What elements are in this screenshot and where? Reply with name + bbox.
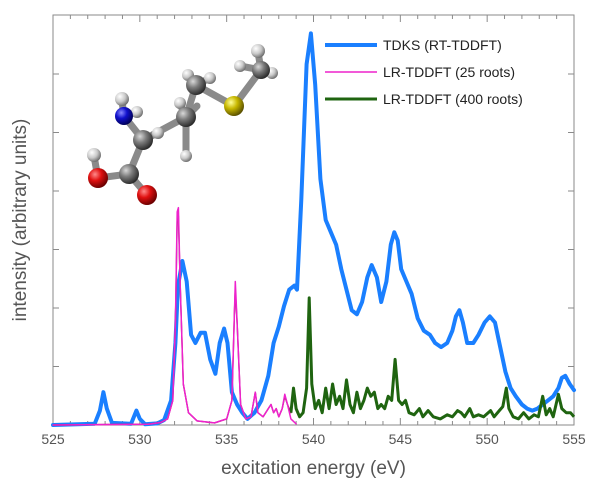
hydrogen-atom	[152, 127, 164, 139]
series-line	[289, 296, 576, 421]
carbon-atom	[252, 61, 270, 79]
x-tick-label: 525	[41, 431, 65, 447]
hydrogen-atom	[251, 44, 265, 58]
plot-frame: 525 530 535 540 545 550 555 excitation energy (…	[10, 14, 586, 479]
hydrogen-atom	[180, 150, 192, 162]
legend-item: TDKS (RT-TDDFT)	[325, 37, 502, 53]
hydrogen-atom	[115, 92, 129, 106]
x-tick-label: 555	[562, 431, 586, 447]
nitrogen-atom	[115, 107, 133, 125]
legend-label: LR-TDDFT (400 roots)	[383, 91, 523, 107]
hydrogen-atom	[87, 148, 101, 162]
legend-label: LR-TDDFT (25 roots)	[383, 64, 515, 80]
carbon-atom	[186, 75, 206, 95]
oxygen-atom	[88, 168, 108, 188]
x-tick-label: 540	[302, 431, 326, 447]
x-tick-label: 545	[389, 431, 413, 447]
y-axis-title: intensity (arbitrary units)	[10, 119, 31, 322]
hydrogen-atom	[204, 72, 216, 84]
hydrogen-atom	[234, 60, 246, 72]
legend-item: LR-TDDFT (400 roots)	[325, 91, 523, 107]
series-2	[52, 206, 297, 426]
series-1	[51, 31, 576, 427]
legend: TDKS (RT-TDDFT) LR-TDDFT (25 roots) LR-TDD…	[325, 37, 523, 107]
x-tick-label: 530	[128, 431, 152, 447]
carbon-atom	[176, 107, 196, 127]
x-tick-label: 550	[475, 431, 499, 447]
molecule-inset	[87, 44, 278, 205]
carbon-atom	[133, 130, 153, 150]
oxygen-atom	[137, 185, 157, 205]
x-axis-title: excitation energy (eV)	[221, 458, 406, 479]
sulfur-atom	[224, 96, 244, 116]
carbon-atom	[119, 164, 139, 184]
series-line	[52, 206, 297, 426]
series-layer	[51, 31, 576, 427]
hydrogen-atom	[174, 97, 186, 109]
legend-item: LR-TDDFT (25 roots)	[325, 64, 515, 80]
series-line	[51, 31, 576, 427]
x-tick-label: 535	[215, 431, 239, 447]
hydrogen-atom	[131, 106, 143, 118]
legend-label: TDKS (RT-TDDFT)	[383, 37, 502, 53]
